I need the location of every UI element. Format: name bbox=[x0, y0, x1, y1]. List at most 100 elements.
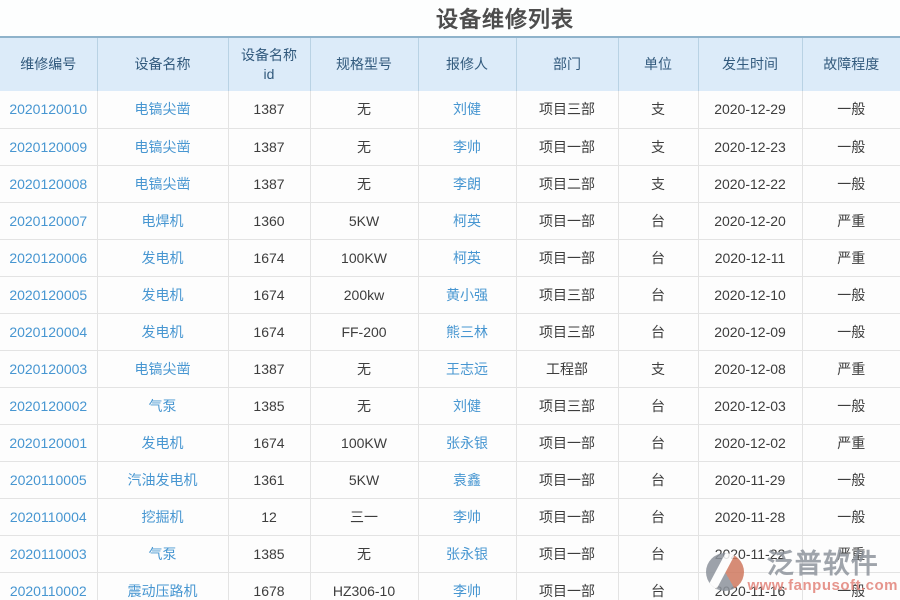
table-row: 2020110004 挖掘机 12 三一 李帅 项目一部台 2020-11-28 一般 bbox=[0, 498, 900, 536]
column-header-equipment-name: 设备名称 bbox=[97, 36, 229, 91]
cell-unit: 台 bbox=[618, 498, 699, 536]
cell-reporter[interactable]: 李帅 bbox=[418, 572, 517, 600]
cell-repair-no[interactable]: 2020120006 bbox=[0, 239, 98, 277]
cell-spec-model: 无 bbox=[310, 535, 419, 573]
cell-equipment-name[interactable]: 汽油发电机 bbox=[97, 461, 229, 499]
cell-occur-time: 2020-12-29 bbox=[698, 91, 803, 129]
cell-repair-no[interactable]: 2020120005 bbox=[0, 276, 98, 314]
cell-occur-time: 2020-12-23 bbox=[698, 128, 803, 166]
cell-repair-no[interactable]: 2020120002 bbox=[0, 387, 98, 425]
cell-spec-model: 三一 bbox=[310, 498, 419, 536]
cell-unit: 台 bbox=[618, 535, 699, 573]
cell-occur-time: 2020-12-09 bbox=[698, 313, 803, 351]
cell-department: 项目一部 bbox=[516, 572, 619, 600]
cell-department: 项目一部 bbox=[516, 202, 619, 240]
cell-unit: 台 bbox=[618, 387, 699, 425]
cell-repair-no[interactable]: 2020110005 bbox=[0, 461, 98, 499]
table-row: 2020120001 发电机 1674 100KW 张永银 项目一部台 2020-12-02… bbox=[0, 424, 900, 462]
cell-fault-level: 一般 bbox=[802, 276, 900, 314]
cell-spec-model: 无 bbox=[310, 387, 419, 425]
cell-fault-level: 一般 bbox=[802, 387, 900, 425]
cell-repair-no[interactable]: 2020110004 bbox=[0, 498, 98, 536]
cell-fault-level: 严重 bbox=[802, 424, 900, 462]
cell-fault-level: 一般 bbox=[802, 572, 900, 600]
cell-equipment-name[interactable]: 发电机 bbox=[97, 276, 229, 314]
cell-equipment-name[interactable]: 挖掘机 bbox=[97, 498, 229, 536]
table-row: 2020110003 气泵 1385 无张永银 项目一部台 2020-11-22 严重 bbox=[0, 535, 900, 573]
cell-repair-no[interactable]: 2020120009 bbox=[0, 128, 98, 166]
cell-fault-level: 严重 bbox=[802, 239, 900, 277]
cell-unit: 支 bbox=[618, 165, 699, 203]
cell-reporter[interactable]: 刘健 bbox=[418, 91, 517, 129]
cell-equipment-name[interactable]: 发电机 bbox=[97, 239, 229, 277]
cell-department: 项目一部 bbox=[516, 461, 619, 499]
table-row: 2020120005 发电机 1674 200kw 黄小强 项目三部台 2020-12-10… bbox=[0, 276, 900, 314]
cell-reporter[interactable]: 李帅 bbox=[418, 498, 517, 536]
repair-table: 维修编号 设备名称 设备名称id 规格型号 报修人 部门 单位 发生时间 故障程度 202012… bbox=[0, 36, 900, 600]
cell-equipment-name[interactable]: 电焊机 bbox=[97, 202, 229, 240]
cell-occur-time: 2020-12-10 bbox=[698, 276, 803, 314]
cell-equipment-id: 1360 bbox=[228, 202, 311, 240]
cell-occur-time: 2020-11-28 bbox=[698, 498, 803, 536]
column-header-fault-level: 故障程度 bbox=[802, 36, 900, 91]
cell-repair-no[interactable]: 2020120003 bbox=[0, 350, 98, 388]
cell-fault-level: 一般 bbox=[802, 165, 900, 203]
cell-repair-no[interactable]: 2020120001 bbox=[0, 424, 98, 462]
cell-equipment-id: 1678 bbox=[228, 572, 311, 600]
cell-reporter[interactable]: 张永银 bbox=[418, 535, 517, 573]
cell-occur-time: 2020-11-16 bbox=[698, 572, 803, 600]
cell-department: 项目一部 bbox=[516, 239, 619, 277]
column-header-department: 部门 bbox=[516, 36, 619, 91]
cell-equipment-name[interactable]: 电镐尖凿 bbox=[97, 128, 229, 166]
cell-equipment-id: 1385 bbox=[228, 387, 311, 425]
cell-spec-model: 100KW bbox=[310, 239, 419, 277]
cell-reporter[interactable]: 李帅 bbox=[418, 128, 517, 166]
cell-reporter[interactable]: 袁鑫 bbox=[418, 461, 517, 499]
column-header-reporter: 报修人 bbox=[418, 36, 517, 91]
cell-reporter[interactable]: 张永银 bbox=[418, 424, 517, 462]
cell-reporter[interactable]: 柯英 bbox=[418, 202, 517, 240]
cell-equipment-name[interactable]: 电镐尖凿 bbox=[97, 91, 229, 129]
cell-occur-time: 2020-12-20 bbox=[698, 202, 803, 240]
cell-equipment-name[interactable]: 震动压路机 bbox=[97, 572, 229, 600]
cell-reporter[interactable]: 熊三林 bbox=[418, 313, 517, 351]
cell-equipment-name[interactable]: 发电机 bbox=[97, 424, 229, 462]
cell-repair-no[interactable]: 2020120008 bbox=[0, 165, 98, 203]
title-bar: 设备维修列表 bbox=[0, 0, 900, 36]
table-row: 2020120002 气泵 1385 无刘健 项目三部台 2020-12-03 一般 bbox=[0, 387, 900, 425]
cell-repair-no[interactable]: 2020110003 bbox=[0, 535, 98, 573]
cell-equipment-name[interactable]: 电镐尖凿 bbox=[97, 165, 229, 203]
cell-spec-model: 无 bbox=[310, 165, 419, 203]
table-row: 2020120009 电镐尖凿 1387 无李帅 项目一部支 2020-12-23 一般 bbox=[0, 128, 900, 166]
cell-department: 项目三部 bbox=[516, 313, 619, 351]
cell-reporter[interactable]: 刘健 bbox=[418, 387, 517, 425]
cell-occur-time: 2020-11-29 bbox=[698, 461, 803, 499]
cell-equipment-id: 1385 bbox=[228, 535, 311, 573]
table-row: 2020120008 电镐尖凿 1387 无李朗 项目二部支 2020-12-22 一般 bbox=[0, 165, 900, 203]
cell-reporter[interactable]: 黄小强 bbox=[418, 276, 517, 314]
cell-unit: 台 bbox=[618, 202, 699, 240]
cell-unit: 台 bbox=[618, 239, 699, 277]
table-row: 2020120004 发电机 1674 FF-200 熊三林 项目三部台 2020-12-0… bbox=[0, 313, 900, 351]
cell-reporter[interactable]: 王志远 bbox=[418, 350, 517, 388]
cell-repair-no[interactable]: 2020120007 bbox=[0, 202, 98, 240]
cell-repair-no[interactable]: 2020120010 bbox=[0, 91, 98, 129]
cell-repair-no[interactable]: 2020110002 bbox=[0, 572, 98, 600]
cell-equipment-name[interactable]: 发电机 bbox=[97, 313, 229, 351]
cell-spec-model: HZ306-10 bbox=[310, 572, 419, 600]
cell-occur-time: 2020-12-22 bbox=[698, 165, 803, 203]
cell-fault-level: 一般 bbox=[802, 498, 900, 536]
cell-unit: 台 bbox=[618, 424, 699, 462]
cell-equipment-name[interactable]: 气泵 bbox=[97, 387, 229, 425]
column-header-equipment-id: 设备名称id bbox=[228, 36, 311, 91]
cell-department: 项目三部 bbox=[516, 276, 619, 314]
cell-department: 项目一部 bbox=[516, 498, 619, 536]
cell-reporter[interactable]: 柯英 bbox=[418, 239, 517, 277]
cell-unit: 支 bbox=[618, 350, 699, 388]
cell-equipment-name[interactable]: 气泵 bbox=[97, 535, 229, 573]
cell-equipment-name[interactable]: 电镐尖凿 bbox=[97, 350, 229, 388]
cell-department: 工程部 bbox=[516, 350, 619, 388]
cell-reporter[interactable]: 李朗 bbox=[418, 165, 517, 203]
cell-repair-no[interactable]: 2020120004 bbox=[0, 313, 98, 351]
